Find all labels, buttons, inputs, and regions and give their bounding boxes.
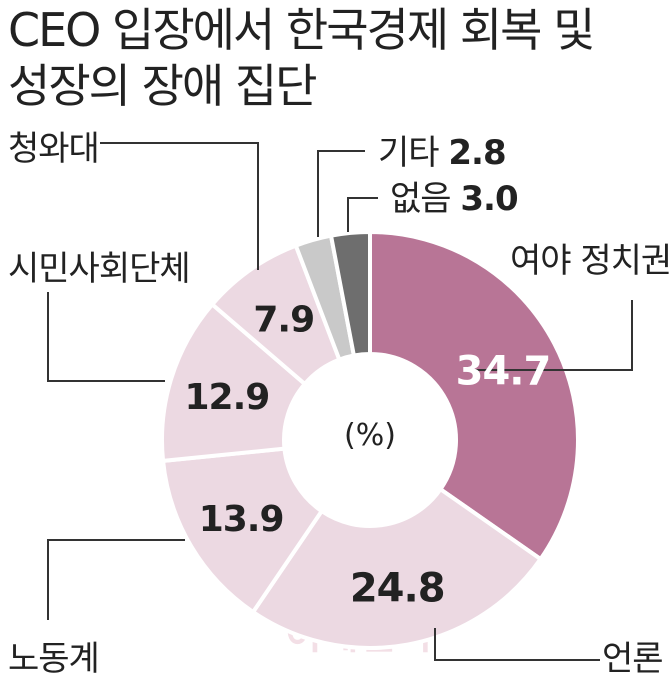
- category-label-5: 기타 2.8: [378, 133, 506, 173]
- value-label-1: 24.8: [350, 566, 445, 612]
- leader-lines: [47, 142, 633, 661]
- chart-title: CEO 입장에서 한국경제 회복 및 성장의 장애 집단: [8, 2, 595, 114]
- category-label-0: 여야 정치권: [510, 241, 670, 281]
- slice-value-labels: 34.7 24.8 13.9 12.9 7.9: [184, 299, 551, 612]
- chart-title-line-2: 성장의 장애 집단: [8, 59, 317, 113]
- category-label-4: 청와대: [8, 129, 99, 169]
- leader-line-5: [317, 150, 365, 237]
- category-label-2: 노동계: [8, 639, 99, 677]
- donut-slices: [160, 229, 580, 650]
- value-label-5: 2.8: [448, 133, 505, 173]
- category-label-6: 없음 3.0: [390, 179, 518, 219]
- category-label-3: 시민사회단체: [8, 249, 190, 289]
- donut-slice-6: [328, 229, 372, 358]
- donut-slice-3: [160, 301, 308, 464]
- leader-line-2: [47, 539, 185, 620]
- leader-line-1: [434, 628, 600, 661]
- value-label-6: 3.0: [460, 179, 518, 219]
- donut-slice-0: [368, 229, 580, 562]
- category-name-6: 없음: [390, 179, 460, 219]
- leader-line-0: [470, 300, 633, 371]
- donut-slice-2: [160, 446, 325, 615]
- unit-label: (%): [344, 418, 396, 453]
- category-label-1: 언론: [602, 639, 663, 677]
- leader-line-3: [47, 292, 165, 382]
- leader-line-4: [100, 142, 259, 270]
- value-label-2: 13.9: [199, 499, 284, 540]
- donut-slice-1: [250, 486, 544, 650]
- category-name-5: 기타: [378, 133, 448, 173]
- value-label-4: 7.9: [253, 299, 314, 340]
- value-label-0: 34.7: [456, 349, 551, 395]
- leader-line-6: [347, 197, 378, 232]
- value-label-3: 12.9: [184, 377, 269, 418]
- chart-title-line-1: CEO 입장에서 한국경제 회복 및: [8, 3, 595, 57]
